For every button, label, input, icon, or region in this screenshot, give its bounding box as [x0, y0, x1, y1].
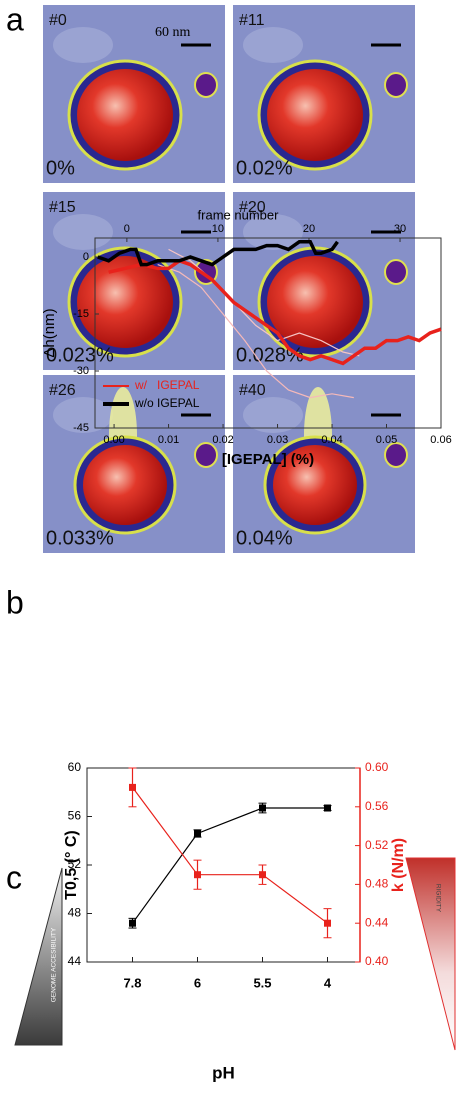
y2-tick-label: 0.40: [365, 954, 389, 968]
annotation: GENOME ACCESIBILITY: [51, 927, 58, 1002]
concentration-label: 0.04%: [236, 527, 293, 549]
scale-bar-label: 60 nm: [155, 25, 191, 40]
data-line: [132, 807, 328, 924]
x-tick-label: 0.03: [267, 434, 288, 446]
concentration-label: 0%: [46, 157, 75, 179]
marker: [129, 919, 136, 927]
y2-tick-label: 0.48: [365, 877, 389, 891]
marker: [194, 829, 201, 837]
x-axis-label: [IGEPAL] (%): [222, 451, 314, 468]
x2-tick-label: 10: [212, 223, 224, 235]
particle-core: [77, 69, 173, 161]
rigidity-wedge: [405, 857, 456, 1051]
afm-image: #20 0.028%: [233, 192, 415, 370]
particle-core: [273, 445, 357, 525]
x-axis-label: pH: [212, 1063, 235, 1082]
frame-label: #15: [49, 199, 76, 216]
particle-core: [83, 445, 167, 525]
texture: [243, 214, 303, 250]
legend-label: w/o IGEPAL: [134, 396, 200, 410]
marker: [324, 919, 331, 927]
concentration-label: 0.028%: [236, 344, 304, 366]
y-tick-label: 44: [68, 954, 82, 968]
particle-small: [194, 72, 218, 98]
frame-label: #40: [239, 382, 266, 399]
x-tick-label: 0.00: [103, 434, 124, 446]
x-tick-label: 4: [324, 975, 332, 990]
panel-label: b: [6, 584, 24, 620]
particle-core: [77, 256, 173, 348]
frame-label: #11: [239, 12, 265, 29]
afm-image: #11 0.02%: [233, 5, 415, 183]
y-tick-label: -15: [73, 308, 89, 320]
afm-image: #15 0.023%: [43, 192, 225, 370]
texture: [53, 397, 113, 433]
data-line: [132, 787, 328, 924]
y-axis-label: Δh(nm): [41, 308, 58, 357]
y-tick-label: 60: [68, 760, 82, 774]
x-tick-label: 5.5: [253, 975, 271, 990]
x-tick-label: 0.06: [430, 434, 451, 446]
texture: [53, 27, 113, 63]
x-tick-label: 0.01: [158, 434, 179, 446]
accessibility-wedge: [14, 867, 63, 1046]
particle-small: [194, 442, 218, 468]
x2-tick-label: 20: [303, 223, 315, 235]
y-axis-label: T0,5 (° C): [63, 830, 80, 900]
annotation: RIGIDITY: [434, 884, 441, 913]
texture: [243, 397, 303, 433]
plot-frame: [86, 767, 361, 963]
y2-tick-label: 0.52: [365, 838, 389, 852]
frame-label: #0: [49, 12, 67, 29]
afm-image: #26 0.033%: [43, 375, 225, 553]
panel-label: a: [6, 1, 24, 37]
data-line: [157, 264, 354, 399]
particle-small: [384, 259, 408, 285]
frame-label: #26: [49, 382, 76, 399]
marker: [324, 804, 331, 812]
x-tick-label: 7.8: [123, 975, 141, 990]
x2-axis-label: frame number: [198, 207, 280, 222]
afm-image: #40 0.04%: [233, 375, 415, 553]
x-tick-label: 0.02: [212, 434, 233, 446]
y-tick-label: -45: [73, 422, 89, 434]
y-tick-label: -30: [73, 365, 89, 377]
marker: [259, 804, 266, 812]
x2-tick-label: 30: [394, 223, 406, 235]
x-tick-label: 6: [194, 975, 201, 990]
panel-label: c: [6, 859, 22, 895]
y2-tick-label: 0.60: [365, 760, 389, 774]
texture: [243, 27, 303, 63]
concentration-label: 0.02%: [236, 157, 293, 179]
marker: [194, 871, 201, 879]
legend-label: w/ IGEPAL: [134, 378, 200, 392]
particle-core: [267, 256, 363, 348]
concentration-label: 0.033%: [46, 527, 114, 549]
particle-small: [384, 72, 408, 98]
texture: [53, 214, 113, 250]
marker: [129, 783, 136, 791]
afm-image: #0 0% 60 nm: [43, 5, 225, 183]
concentration-label: 0.023%: [46, 344, 114, 366]
marker: [259, 871, 266, 879]
frame-label: #20: [239, 199, 266, 216]
plot-frame: [94, 237, 442, 429]
particle-core: [267, 69, 363, 161]
x2-tick-label: 0: [124, 223, 130, 235]
x-tick-label: 0.05: [376, 434, 397, 446]
particle-small: [384, 442, 408, 468]
y2-tick-label: 0.56: [365, 799, 389, 813]
y-tick-label: 48: [68, 906, 82, 920]
data-line: [97, 240, 339, 267]
y-tick-label: 0: [83, 251, 89, 263]
y2-axis-label: k (N/m): [390, 838, 407, 892]
y-tick-label: 52: [68, 857, 82, 871]
x-tick-label: 0.04: [321, 434, 342, 446]
y2-tick-label: 0.44: [365, 915, 389, 929]
y-tick-label: 56: [68, 809, 82, 823]
